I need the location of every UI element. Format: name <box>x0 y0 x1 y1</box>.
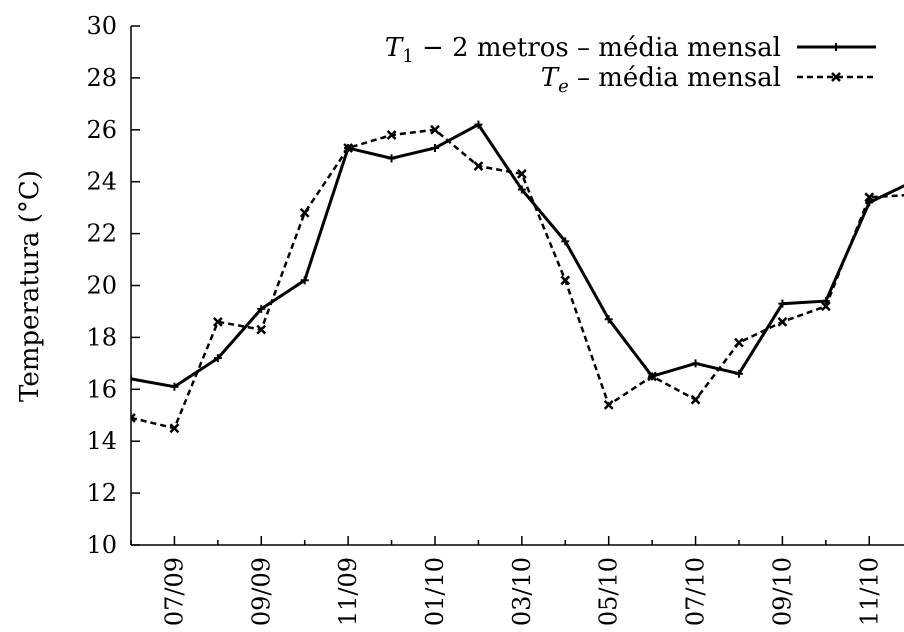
y-tick-label: 30 <box>86 12 117 40</box>
y-tick-label: 24 <box>86 168 117 196</box>
x-tick-label: 09/10 <box>768 557 796 626</box>
series-2-point <box>473 161 484 172</box>
series-1-point <box>257 304 266 313</box>
series-2-point <box>516 169 527 179</box>
series-layer <box>131 120 904 434</box>
series-2-point <box>777 316 788 327</box>
series-1-point <box>474 120 483 129</box>
series-1-point <box>131 374 135 383</box>
series-1-point <box>734 369 743 378</box>
series-2-point <box>169 423 180 434</box>
series-2-point <box>820 301 831 312</box>
series-2-point <box>864 192 875 203</box>
y-tick-label: 22 <box>86 220 117 248</box>
series-1-point <box>604 315 613 324</box>
x-tick-label: 11/09 <box>334 557 362 626</box>
series-1-point <box>300 276 309 285</box>
series-2-line <box>131 128 904 430</box>
x-tick-label: 01/10 <box>421 557 449 626</box>
series-1-point <box>778 299 787 308</box>
legend-label: T1 − 2 metros – média mensal <box>385 33 781 67</box>
y-axis-ticks: 10 12 14 16 18 20 22 24 26 28 30 <box>86 12 140 559</box>
series-2 <box>131 124 904 434</box>
x-tick-label: 03/10 <box>508 557 536 626</box>
series-2-point <box>212 316 223 327</box>
axes <box>130 26 904 546</box>
x-axis-ticks: 07/09 09/09 11/09 01/10 03/10 05/10 07/10 09/10… <box>130 536 883 626</box>
series-2-point <box>386 130 397 140</box>
series-2-point <box>430 124 440 135</box>
series-2-point <box>131 412 136 423</box>
series-2-point <box>299 207 310 218</box>
y-tick-label: 18 <box>86 323 117 351</box>
legend-item-2: Te – média mensal <box>541 63 876 97</box>
y-tick-label: 26 <box>86 116 117 144</box>
legend-item-1: T1 − 2 metros – média mensal <box>385 33 876 67</box>
series-1-point <box>517 185 526 194</box>
legend-label: Te – média mensal <box>541 63 781 97</box>
series-2-point <box>603 399 614 410</box>
x-tick-label: 09/09 <box>247 557 275 626</box>
y-tick-label: 28 <box>86 64 117 92</box>
x-tick-label: 07/10 <box>682 557 710 626</box>
y-tick-label: 16 <box>86 375 117 403</box>
y-tick-label: 12 <box>86 479 117 507</box>
x-tick-label: 07/09 <box>160 557 188 626</box>
series-1-point <box>387 154 396 163</box>
series-2-point <box>256 324 267 335</box>
series-1-point <box>691 359 700 368</box>
legend-swatch-marker <box>831 72 841 82</box>
series-2-point <box>647 371 658 382</box>
x-tick-label: 05/10 <box>595 557 623 626</box>
series-1-point <box>213 354 222 363</box>
series-1-line <box>131 122 904 389</box>
y-tick-label: 10 <box>86 531 117 559</box>
series-1-point <box>561 237 570 246</box>
series-2-point <box>560 275 571 286</box>
y-axis-title: Temperatura (°C) <box>15 170 45 402</box>
series-1-point <box>430 143 439 152</box>
y-tick-label: 14 <box>86 427 117 455</box>
series-2-point <box>343 143 354 153</box>
y-tick-label: 20 <box>86 272 117 300</box>
series-1 <box>131 120 904 391</box>
x-tick-label: 11/10 <box>855 557 883 626</box>
series-2-point <box>734 337 744 348</box>
series-1-point <box>170 382 179 391</box>
legend-swatch-marker <box>832 43 840 51</box>
series-2-point <box>690 394 701 405</box>
